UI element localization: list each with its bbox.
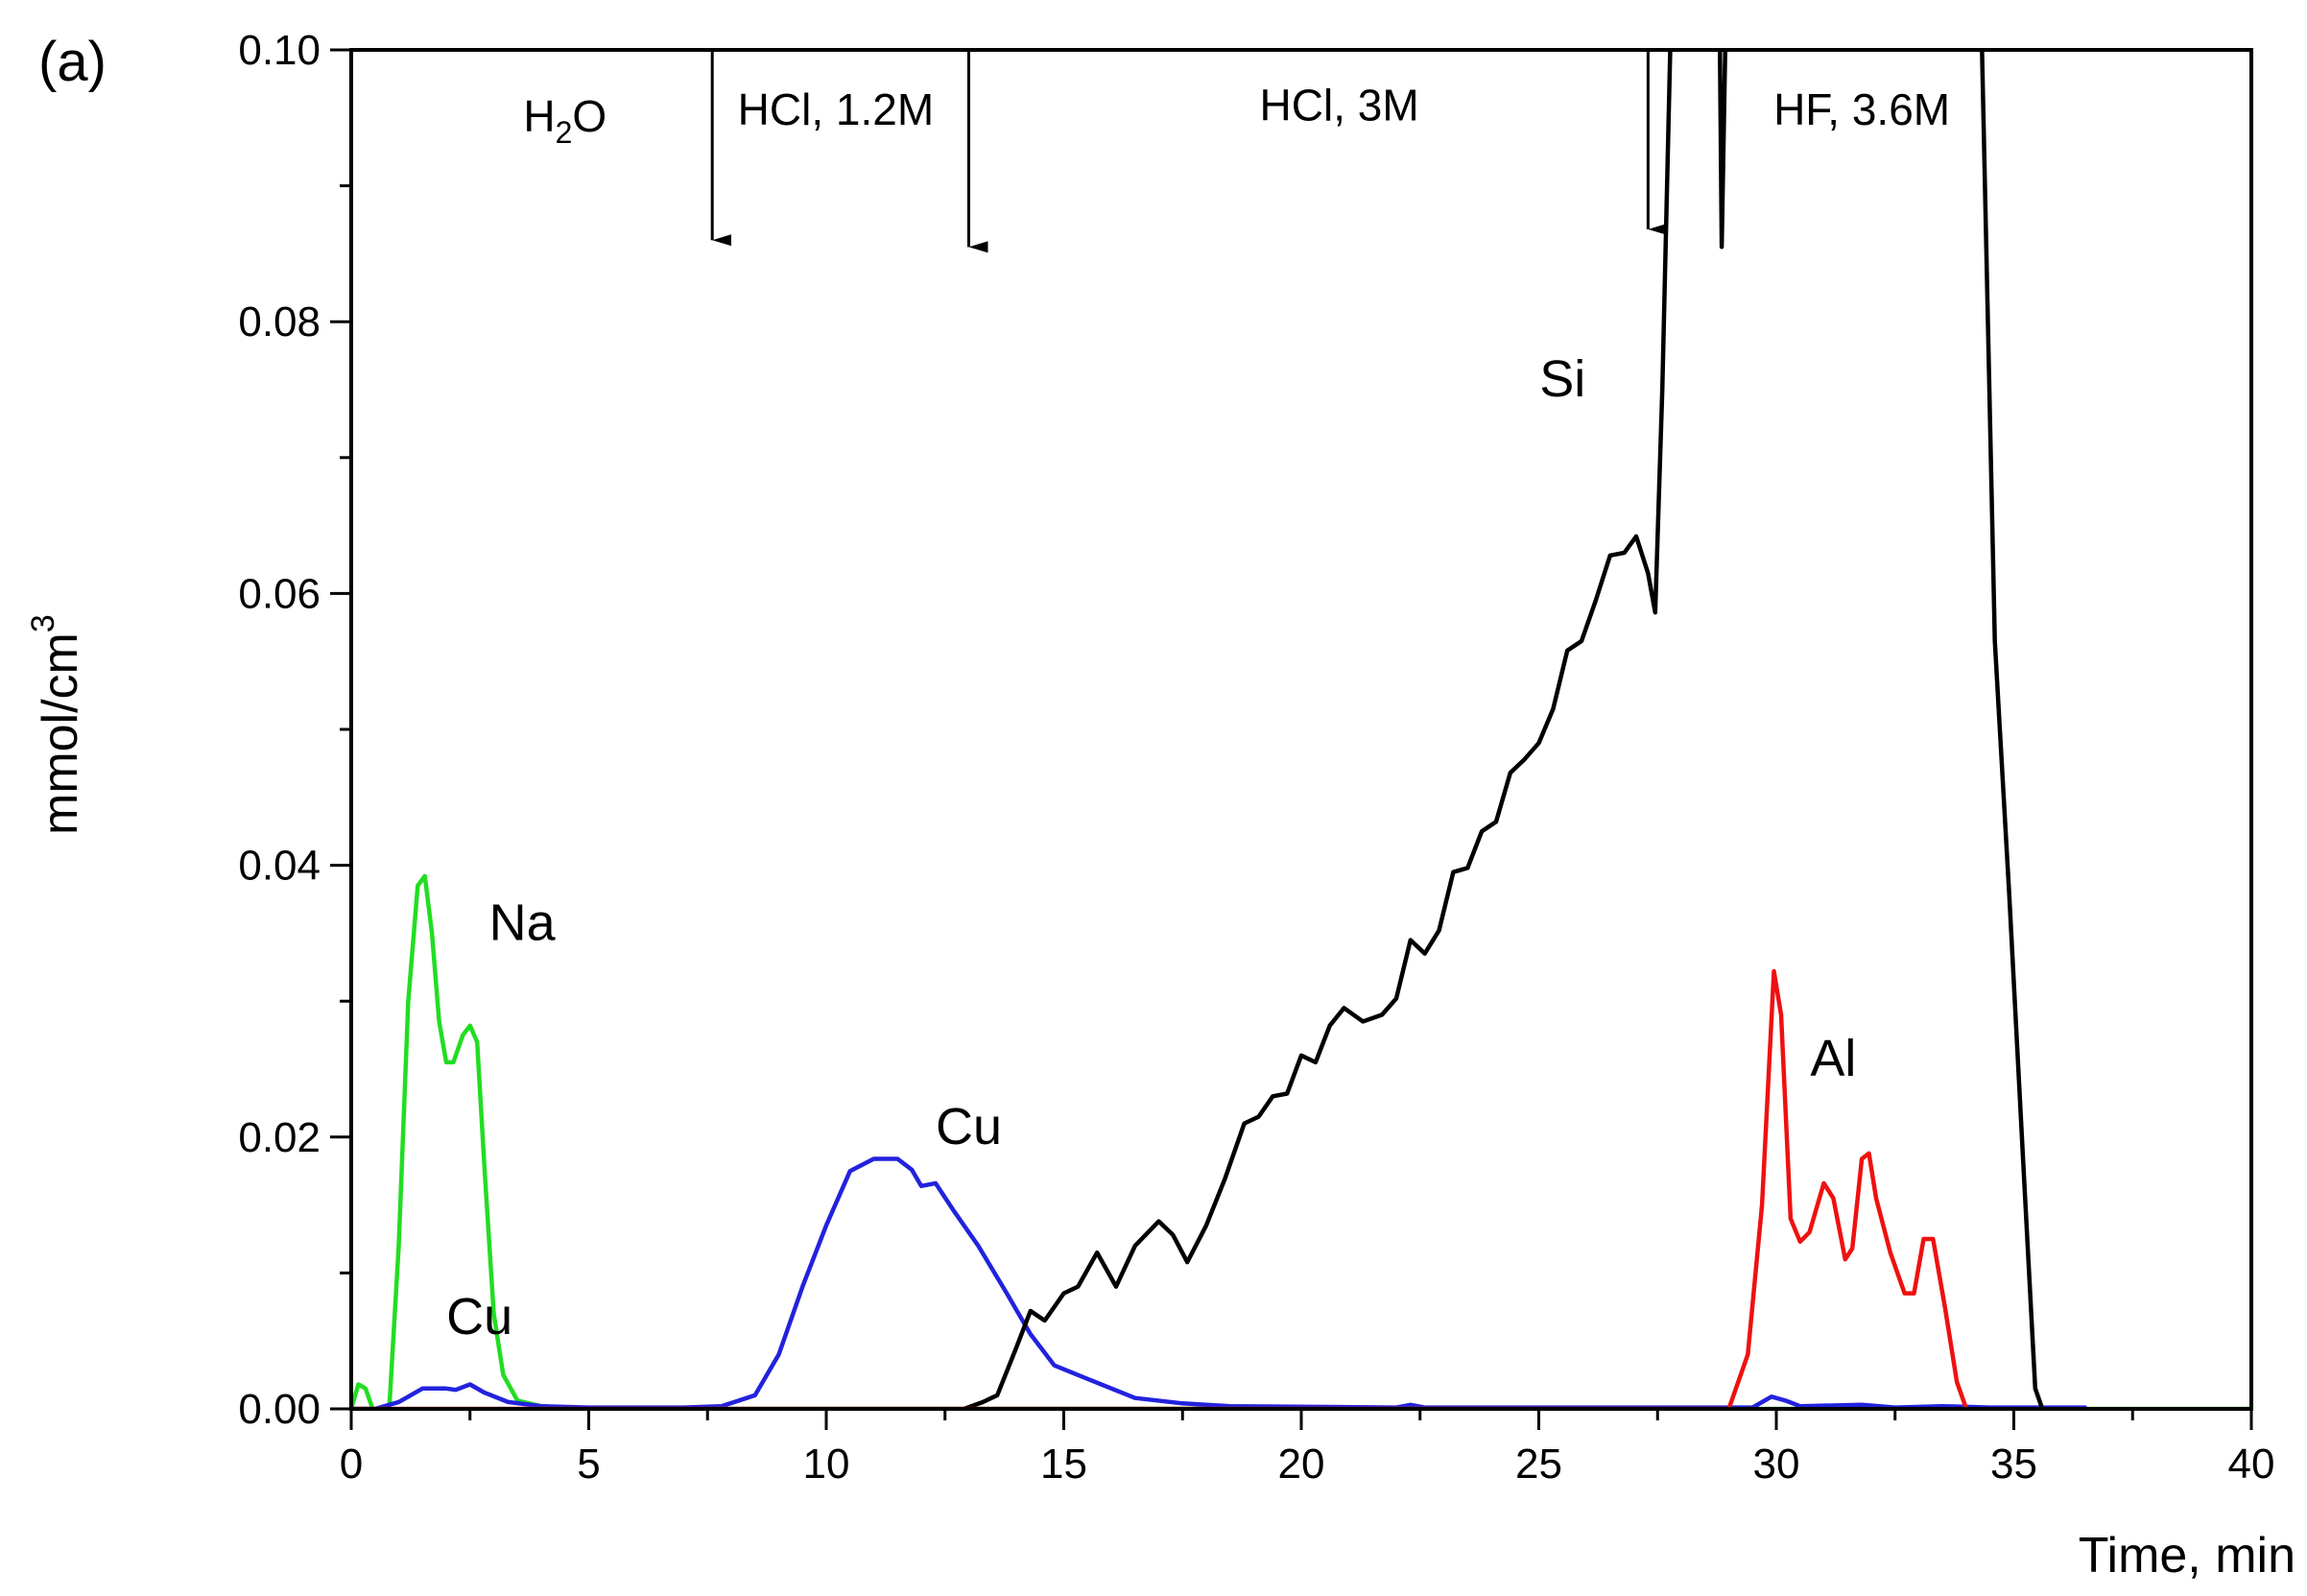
x-tick-label: 10	[803, 1441, 850, 1488]
x-tick-label: 25	[1515, 1441, 1562, 1488]
annotation-layer: H2O HCl, 1.2M HCl, 3M HF, 3.6M Na Cu Cu Si Al	[446, 50, 1950, 1346]
y-tick-label: 0.02	[238, 1114, 321, 1161]
panel-label: (a)	[38, 31, 107, 93]
x-tick-label: 15	[1040, 1441, 1087, 1488]
x-tick-label: 30	[1753, 1441, 1800, 1488]
series-label-si: Si	[1539, 350, 1585, 408]
series-label-al: Al	[1810, 1030, 1856, 1087]
y-axis-title-base: mmol/cm	[33, 632, 88, 835]
series-layer	[351, 50, 2251, 1409]
series-line-na	[351, 873, 2251, 1409]
series-label-na: Na	[489, 893, 557, 951]
x-tick-label: 40	[2228, 1441, 2275, 1488]
x-tick-label: 20	[1278, 1441, 1325, 1488]
eluent-annotation: HCl, 3M	[1260, 81, 1419, 131]
eluent-annotation: HCl, 1.2M	[738, 84, 934, 134]
y-tick-label: 0.08	[238, 298, 321, 345]
series-line-cu	[351, 1156, 2088, 1409]
series-label-cu: Cu	[936, 1098, 1002, 1155]
eluent-annotation: HF, 3.6M	[1773, 84, 1950, 134]
series-label-cu: Cu	[446, 1288, 512, 1346]
y-tick-label: 0.04	[238, 843, 321, 890]
y-tick-label: 0.00	[238, 1386, 321, 1433]
series-line-al	[351, 968, 1969, 1409]
x-tick-label: 35	[1990, 1441, 2037, 1488]
x-axis-title: Time, min	[2079, 1528, 2295, 1584]
eluent-annotation: H2O	[523, 91, 606, 150]
y-axis-title: mmol/cm3	[25, 614, 88, 835]
y-tick-label: 0.10	[238, 27, 321, 74]
y-axis-title-superscript: 3	[25, 614, 61, 632]
y-tick-label: 0.06	[238, 570, 321, 617]
axis-layer: 0 5 10 15 20 25 30 35 40 0.00 0.02 0.04 0.06 0.08 0.10	[238, 27, 2274, 1488]
series-line-si	[962, 50, 2045, 1409]
plot-frame	[349, 48, 2253, 1411]
x-tick-label: 5	[577, 1441, 600, 1488]
x-tick-label: 0	[340, 1441, 363, 1488]
